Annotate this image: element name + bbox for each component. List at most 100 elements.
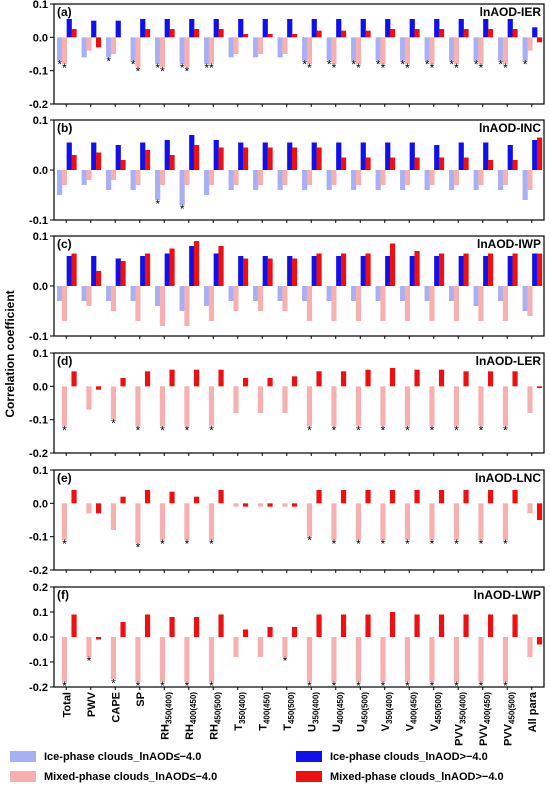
bar-mix_lt-7 (233, 637, 239, 657)
legend-label-ice_gt: Ice-phase clouds_lnAOD>−4.0 (330, 751, 488, 763)
panel-5: * * * * * * * * * * * * * * * * * -0.2 -0.1 0.0 0.1 0.2 (f) lnA… (29, 582, 545, 694)
category-label: T350(400) (233, 692, 247, 731)
panel-title: lnAOD-LWP (474, 588, 541, 602)
bar-mix_lt-10 (306, 286, 313, 321)
bar-mix_gt-5 (193, 145, 200, 170)
bar-mix_lt-13 (380, 286, 386, 321)
bar-mix_gt-16 (463, 157, 469, 170)
bar-mix_gt-4 (169, 248, 175, 286)
significance-star: * (479, 679, 484, 693)
bar-mix_lt-7 (233, 170, 239, 185)
bar-mix_gt-11 (340, 371, 347, 387)
bar-mix_lt-0 (61, 637, 68, 682)
category-label: All para (527, 691, 539, 732)
bar-ice_lt-2 (106, 170, 112, 190)
bar-ice_gt-6 (213, 253, 219, 286)
bar-mix_gt-6 (218, 369, 224, 387)
bar-mix_lt-5 (184, 503, 190, 540)
bar-mix_gt-9 (291, 34, 298, 38)
significance-star: * (180, 61, 185, 75)
bar-ice_lt-9 (277, 286, 283, 301)
bar-mix_gt-10 (316, 30, 322, 38)
bar-ice_lt-13 (375, 37, 381, 61)
bar-mix_lt-18 (502, 37, 509, 64)
bar-ice_gt-13 (385, 142, 391, 170)
bar-ice_gt-3 (140, 19, 146, 38)
bar-mix_lt-14 (404, 286, 411, 321)
bar-ice_lt-17 (473, 170, 479, 190)
bar-ice_lt-7 (228, 170, 234, 190)
y-tick-label: 0.0 (33, 32, 48, 44)
bar-ice_lt-19 (522, 286, 528, 311)
category-label: CAPE (110, 692, 122, 723)
bar-mix_gt-1 (95, 503, 102, 514)
bar-ice_lt-8 (253, 170, 259, 190)
significance-star: * (62, 423, 67, 437)
bar-mix_lt-13 (380, 637, 386, 682)
bar-mix_gt-8 (267, 147, 273, 170)
significance-star: * (454, 423, 459, 437)
bar-mix_gt-6 (218, 147, 224, 170)
bar-ice_lt-12 (351, 170, 357, 190)
significance-star: * (474, 58, 479, 72)
bar-mix_gt-17 (487, 29, 494, 38)
bar-ice_gt-0 (66, 142, 72, 170)
significance-star: * (136, 540, 141, 554)
bar-ice_lt-10 (302, 286, 308, 301)
bar-ice_gt-13 (385, 19, 391, 38)
bar-ice_gt-9 (287, 142, 293, 170)
legend-label-mix_lt: Mixed-phase clouds_lnAOD≤−4.0 (44, 771, 217, 783)
bar-mix_gt-9 (291, 147, 298, 170)
significance-star: * (405, 537, 410, 551)
bar-mix_lt-15 (429, 170, 435, 185)
bar-mix_gt-8 (267, 627, 273, 637)
bar-mix_lt-9 (282, 286, 288, 311)
category-label: Total (61, 692, 73, 717)
bar-ice_gt-1 (91, 256, 97, 286)
category-label: U400(450) (331, 692, 345, 732)
bar-mix_lt-15 (429, 286, 435, 321)
significance-star: * (479, 537, 484, 551)
bar-mix_lt-10 (306, 170, 313, 185)
bar-ice_gt-9 (287, 19, 293, 38)
bar-mix_lt-8 (257, 503, 264, 507)
bar-mix_lt-16 (453, 37, 460, 64)
bar-mix_gt-4 (169, 29, 175, 38)
bar-ice_lt-19 (522, 37, 528, 61)
significance-star: * (307, 679, 312, 693)
bar-mix_gt-5 (193, 369, 200, 387)
bar-mix_lt-16 (453, 637, 460, 682)
bar-ice_gt-7 (238, 256, 244, 286)
category-label: U350(400) (306, 692, 320, 732)
bar-mix_gt-1 (95, 37, 102, 48)
bar-ice_gt-2 (115, 20, 121, 38)
significance-star: * (503, 61, 508, 75)
significance-star: * (381, 537, 386, 551)
bar-mix_lt-18 (502, 637, 509, 682)
bar-ice_gt-7 (238, 142, 244, 170)
bar-mix_gt-18 (512, 160, 518, 170)
bar-ice_gt-2 (115, 145, 121, 170)
bar-mix_lt-5 (184, 170, 190, 185)
bar-mix_gt-5 (193, 241, 200, 286)
panel-label: (d) (57, 354, 72, 368)
bar-ice_lt-18 (498, 286, 504, 301)
bar-mix_gt-14 (414, 369, 420, 387)
bar-ice_gt-16 (458, 19, 464, 38)
legend-swatch-ice_lt (10, 751, 36, 762)
category-label: RH450(500) (208, 692, 222, 740)
y-tick-label: 0.1 (33, 465, 48, 477)
bar-mix_lt-11 (331, 286, 337, 321)
bar-mix_gt-13 (389, 490, 396, 504)
bar-mix_gt-16 (463, 253, 469, 286)
bar-mix_lt-11 (331, 170, 337, 185)
significance-star: * (111, 677, 116, 691)
bar-mix_gt-17 (487, 253, 494, 286)
bar-mix_lt-15 (429, 503, 435, 540)
bar-mix_gt-6 (218, 614, 224, 637)
y-tick-label: 0.1 (33, 115, 48, 127)
bar-mix_gt-10 (316, 371, 322, 387)
significance-star: * (430, 61, 435, 75)
bar-mix_gt-17 (487, 614, 494, 637)
bar-ice_gt-18 (507, 256, 513, 286)
